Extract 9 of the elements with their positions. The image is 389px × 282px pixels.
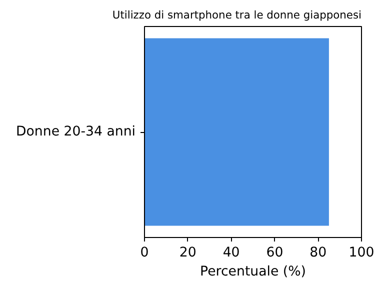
x-tick-label: 100 — [348, 246, 374, 260]
chart-title: Utilizzo di smartphone tra le donne giapponesi — [112, 8, 362, 22]
x-tick-label: 80 — [310, 246, 327, 260]
x-tick-label: 0 — [140, 246, 149, 260]
x-tick-label: 60 — [266, 246, 284, 260]
y-tick-label: Donne 20-34 anni — [16, 124, 136, 140]
x-tick-label: 20 — [179, 246, 196, 260]
x-axis-title: Percentuale (%) — [200, 264, 306, 280]
x-tick-label: 40 — [222, 246, 240, 260]
